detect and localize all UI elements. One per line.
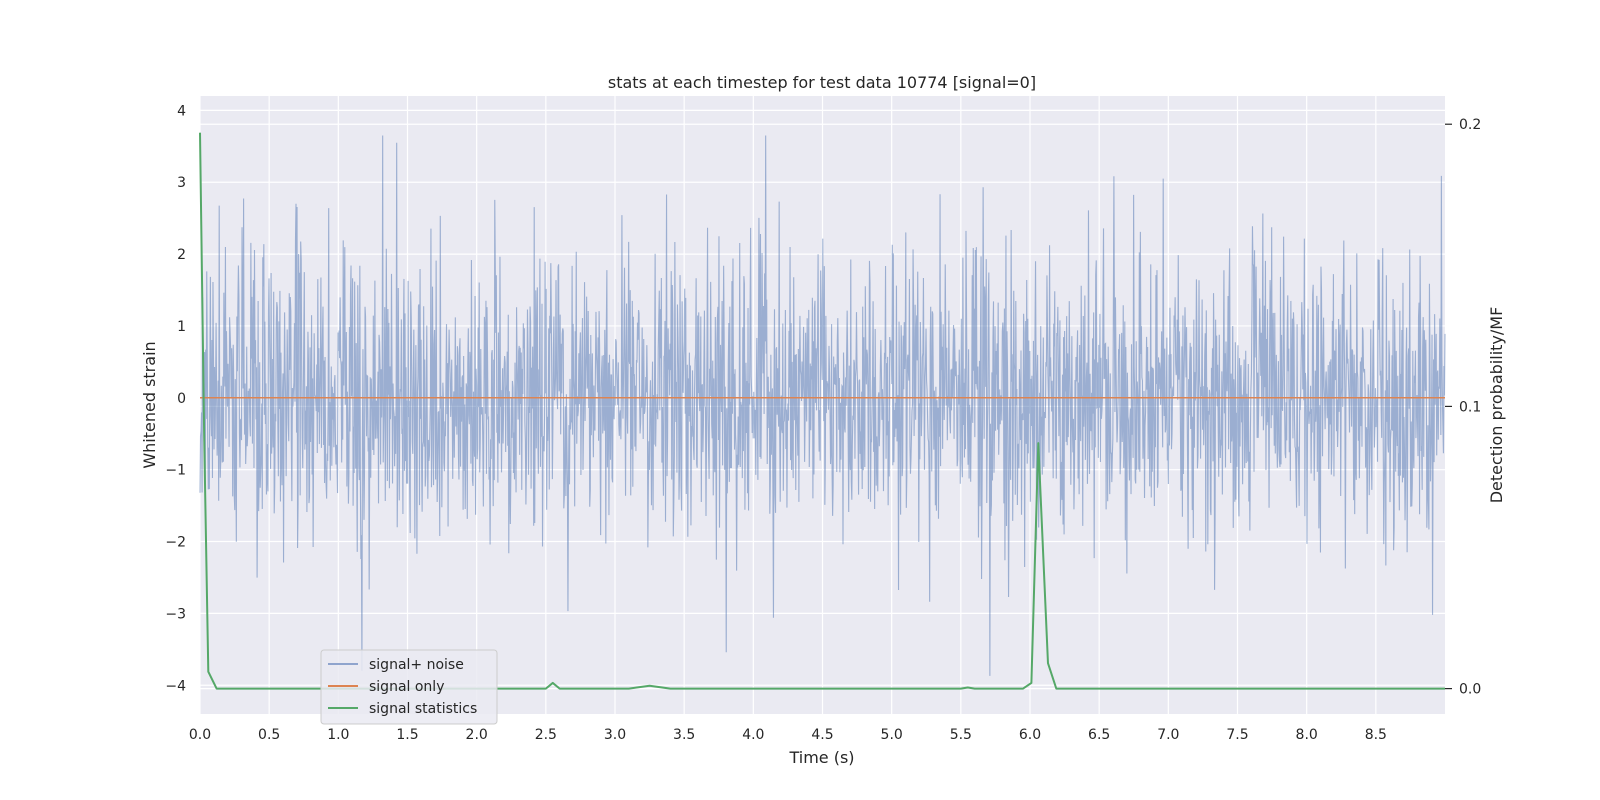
legend-label-signal-statistics: signal statistics: [369, 701, 477, 717]
x-axis-label: Time (s): [788, 748, 854, 767]
x-tick-label: 6.5: [1088, 727, 1110, 743]
x-tick-label: 1.5: [396, 727, 418, 743]
x-tick-label: 6.0: [1019, 727, 1041, 743]
x-tick-label: 0.5: [258, 727, 280, 743]
y-tick-label: −2: [165, 535, 186, 551]
x-tick-label: 3.0: [604, 727, 626, 743]
y-tick-label: 2: [177, 247, 186, 263]
y-tick-label: 1: [177, 319, 186, 335]
legend: signal+ noise signal only signal statist…: [320, 649, 498, 725]
y-tick-label: 3: [177, 175, 186, 191]
x-tick-label: 3.5: [673, 727, 695, 743]
x-tick-label: 2.0: [466, 727, 488, 743]
y2-tick-label: 0.0: [1459, 682, 1481, 698]
legend-label-signal-only: signal only: [369, 679, 444, 695]
x-axis-ticks: 0.0 0.5 1.0 1.5 2.0 2.5 3.0 3.5 4.0 4.5 5.0 5.5 6.0 6…: [189, 727, 1387, 743]
x-tick-label: 8.0: [1296, 727, 1318, 743]
x-tick-label: 5.5: [950, 727, 972, 743]
y2-axis-ticks: 0.2 0.1 0.0: [1445, 117, 1481, 698]
y-tick-label: 4: [177, 103, 186, 119]
y-tick-label: 0: [177, 391, 186, 407]
y-axis-ticks: 4 3 2 1 0 −1 −2 −3 −4: [165, 103, 186, 694]
signal-noise-series: [199, 135, 1446, 676]
legend-box: [320, 649, 498, 725]
y2-axis-label: Detection probability/MF: [1487, 307, 1506, 504]
x-tick-label: 7.0: [1157, 727, 1179, 743]
y-tick-label: −1: [165, 463, 186, 479]
x-tick-label: 4.0: [742, 727, 764, 743]
x-tick-label: 8.5: [1365, 727, 1387, 743]
y-axis-label: Whitened strain: [140, 341, 159, 468]
chart-title: stats at each timestep for test data 107…: [608, 73, 1036, 92]
x-tick-label: 7.5: [1226, 727, 1248, 743]
y2-tick-label: 0.1: [1459, 399, 1481, 415]
y-tick-label: −3: [165, 606, 186, 622]
x-tick-label: 2.5: [535, 727, 557, 743]
signal-noise-line: [199, 135, 1446, 676]
y2-tick-label: 0.2: [1459, 117, 1481, 133]
y-tick-label: −4: [165, 678, 186, 694]
x-tick-label: 5.0: [881, 727, 903, 743]
x-tick-label: 0.0: [189, 727, 211, 743]
x-tick-label: 4.5: [811, 727, 833, 743]
x-tick-label: 1.0: [327, 727, 349, 743]
legend-label-signal-noise: signal+ noise: [369, 657, 464, 673]
